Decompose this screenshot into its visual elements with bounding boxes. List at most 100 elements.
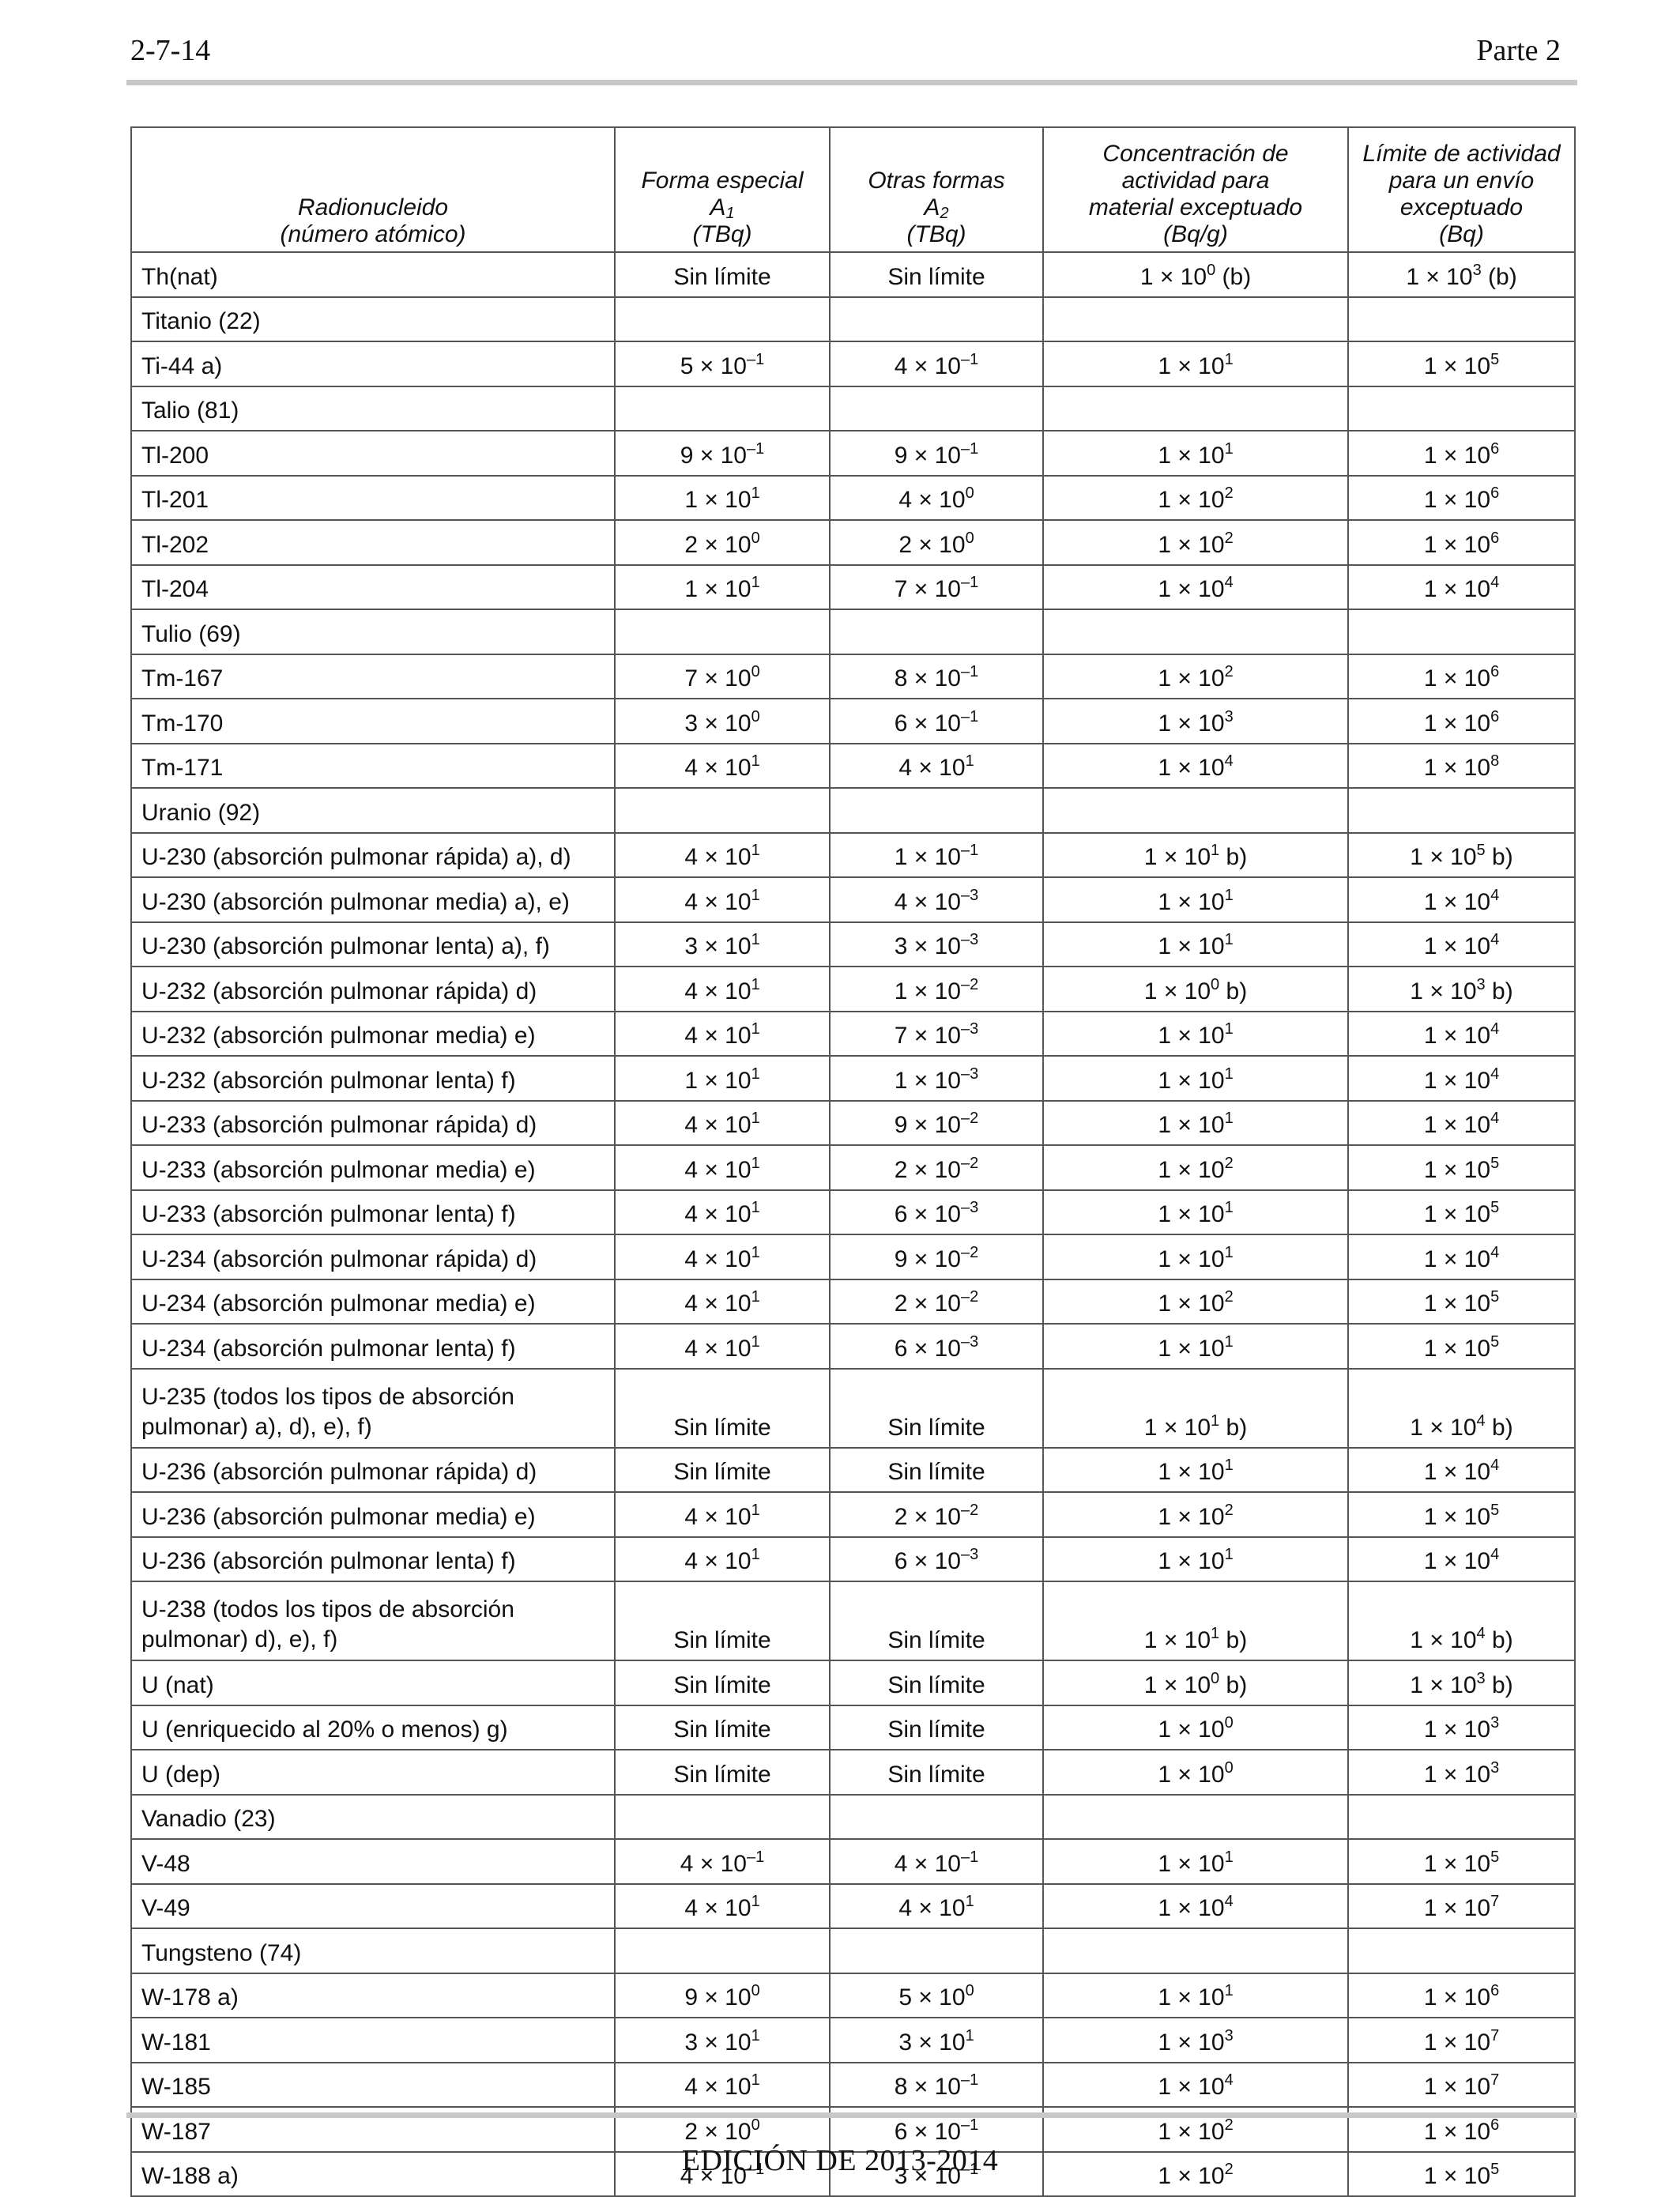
element-group-row: Uranio (92)	[130, 787, 1576, 834]
a1-value: 4 × 101	[614, 742, 831, 789]
a1-value: 4 × 101	[614, 1189, 831, 1235]
a1-value: 7 × 100	[614, 653, 831, 699]
radionuclide-name: U-230 (absorción pulmonar rápida) a), d)	[130, 831, 616, 878]
radionuclide-name: Ti-44 a)	[130, 341, 616, 387]
a1-value: 4 × 101	[614, 1278, 831, 1325]
a1-value: 4 × 101	[614, 2061, 831, 2108]
radionuclide-name: U-232 (absorción pulmonar lenta) f)	[130, 1055, 616, 1102]
activity-limit-value: 1 × 105	[1347, 1838, 1576, 1885]
a2-value: Sin límite	[829, 1749, 1044, 1796]
table-row: U-230 (absorción pulmonar lenta) a), f) 3…	[130, 921, 1576, 967]
a1-value: 4 × 101	[614, 1882, 831, 1929]
activity-limit-value: 1 × 104	[1347, 1446, 1576, 1493]
empty-cell	[1347, 787, 1576, 834]
table-row: U-234 (absorción pulmonar media) e) 4 × 1…	[130, 1278, 1576, 1325]
radionuclide-name: Th(nat)	[130, 251, 616, 298]
a1-value: Sin límite	[614, 1660, 831, 1706]
a1-value: 3 × 101	[614, 2017, 831, 2063]
concentration-value: 1 × 101	[1042, 430, 1349, 477]
a1-value: 4 × 101	[614, 1491, 831, 1538]
empty-cell	[1347, 296, 1576, 342]
concentration-value: 1 × 101	[1042, 1189, 1349, 1235]
element-group-name: Uranio (92)	[130, 787, 616, 834]
radionuclide-name: U-233 (absorción pulmonar lenta) f)	[130, 1189, 616, 1235]
empty-cell	[1347, 1928, 1576, 1974]
a1-value: 1 × 101	[614, 474, 831, 521]
concentration-value: 1 × 102	[1042, 1278, 1349, 1325]
a2-value: 6 × 10–3	[829, 1323, 1044, 1370]
empty-cell	[829, 609, 1044, 655]
radionuclide-name: Tl-202	[130, 519, 616, 566]
empty-cell	[829, 296, 1044, 342]
a2-value: 5 × 100	[829, 1972, 1044, 2018]
radionuclide-name: W-181	[130, 2017, 616, 2063]
activity-limit-value: 1 × 103	[1347, 1749, 1576, 1796]
activity-limit-value: 1 × 105	[1347, 1144, 1576, 1191]
radionuclide-name: Tm-170	[130, 698, 616, 744]
table-row: U-236 (absorción pulmonar lenta) f) 4 × 1…	[130, 1536, 1576, 1582]
table-row: U-232 (absorción pulmonar lenta) f) 1 × 1…	[130, 1055, 1576, 1102]
concentration-value: 1 × 104	[1042, 742, 1349, 789]
activity-limit-value: 1 × 104	[1347, 1010, 1576, 1057]
concentration-value: 1 × 101	[1042, 341, 1349, 387]
concentration-value: 1 × 102	[1042, 474, 1349, 521]
a2-value: 4 × 10–1	[829, 341, 1044, 387]
activity-limit-value: 1 × 106	[1347, 519, 1576, 566]
concentration-value: 1 × 101	[1042, 1010, 1349, 1057]
a2-value: 9 × 10–2	[829, 1099, 1044, 1146]
a2-value: 3 × 10–1	[829, 2150, 1044, 2197]
empty-cell	[614, 296, 831, 342]
activity-limit-value: 1 × 103 b)	[1347, 1660, 1576, 1706]
radionuclide-name: Tl-201	[130, 474, 616, 521]
table-row: V-48 4 × 10–1 4 × 10–1 1 × 101 1 × 105	[130, 1838, 1576, 1885]
activity-limit-value: 1 × 104	[1347, 1099, 1576, 1146]
concentration-value: 1 × 101	[1042, 1234, 1349, 1280]
concentration-value: 1 × 100 b)	[1042, 1660, 1349, 1706]
concentration-value: 1 × 101	[1042, 1446, 1349, 1493]
concentration-value: 1 × 101 b)	[1042, 1367, 1349, 1449]
a1-value: Sin límite	[614, 1581, 831, 1661]
table-row: U-230 (absorción pulmonar rápida) a), d)…	[130, 831, 1576, 878]
concentration-value: 1 × 102	[1042, 1491, 1349, 1538]
a2-value: Sin límite	[829, 1446, 1044, 1493]
concentration-value: 1 × 103	[1042, 698, 1349, 744]
empty-cell	[1042, 1793, 1349, 1840]
a1-value: 9 × 10–1	[614, 430, 831, 477]
table-row: Ti-44 a) 5 × 10–1 4 × 10–1 1 × 101 1 × 105	[130, 341, 1576, 387]
a2-value: 3 × 101	[829, 2017, 1044, 2063]
element-group-row: Vanadio (23)	[130, 1793, 1576, 1840]
activity-limit-value: 1 × 106	[1347, 698, 1576, 744]
empty-cell	[614, 1928, 831, 1974]
radionuclide-name: U-236 (absorción pulmonar rápida) d)	[130, 1446, 616, 1493]
concentration-value: 1 × 101	[1042, 876, 1349, 923]
radionuclide-name: U-230 (absorción pulmonar lenta) a), f)	[130, 921, 616, 967]
concentration-value: 1 × 100	[1042, 1704, 1349, 1750]
radionuclide-name: U-234 (absorción pulmonar lenta) f)	[130, 1323, 616, 1370]
a1-value: Sin límite	[614, 1446, 831, 1493]
table-row: U-235 (todos los tipos de absorción pulmo…	[130, 1367, 1576, 1449]
radionuclide-name: U-232 (absorción pulmonar rápida) d)	[130, 966, 616, 1012]
concentration-value: 1 × 101	[1042, 1972, 1349, 2018]
page-header: 2-7-14 Parte 2	[130, 33, 1576, 76]
empty-cell	[614, 1793, 831, 1840]
a2-value: 8 × 10–1	[829, 2061, 1044, 2108]
empty-cell	[1042, 385, 1349, 431]
element-group-name: Tulio (69)	[130, 609, 616, 655]
radionuclide-name: U (dep)	[130, 1749, 616, 1796]
a2-value: 6 × 10–1	[829, 698, 1044, 744]
a1-value: Sin límite	[614, 251, 831, 298]
concentration-value: 1 × 104	[1042, 1882, 1349, 1929]
radionuclide-name: U-235 (todos los tipos de absorción pulmo…	[130, 1367, 616, 1449]
a1-value: Sin límite	[614, 1704, 831, 1750]
element-group-name: Titanio (22)	[130, 296, 616, 342]
concentration-value: 1 × 101	[1042, 1536, 1349, 1582]
table-row: U-230 (absorción pulmonar media) a), e) 4…	[130, 876, 1576, 923]
activity-limit-value: 1 × 104	[1347, 1055, 1576, 1102]
table-row: Tm-167 7 × 100 8 × 10–1 1 × 102 1 × 106	[130, 653, 1576, 699]
a2-value: 4 × 101	[829, 1882, 1044, 1929]
table-row: W-178 a) 9 × 100 5 × 100 1 × 101 1 × 106	[130, 1972, 1576, 2018]
empty-cell	[829, 1928, 1044, 1974]
activity-limit-value: 1 × 106	[1347, 1972, 1576, 2018]
radionuclide-name: U-236 (absorción pulmonar media) e)	[130, 1491, 616, 1538]
empty-cell	[1347, 1793, 1576, 1840]
